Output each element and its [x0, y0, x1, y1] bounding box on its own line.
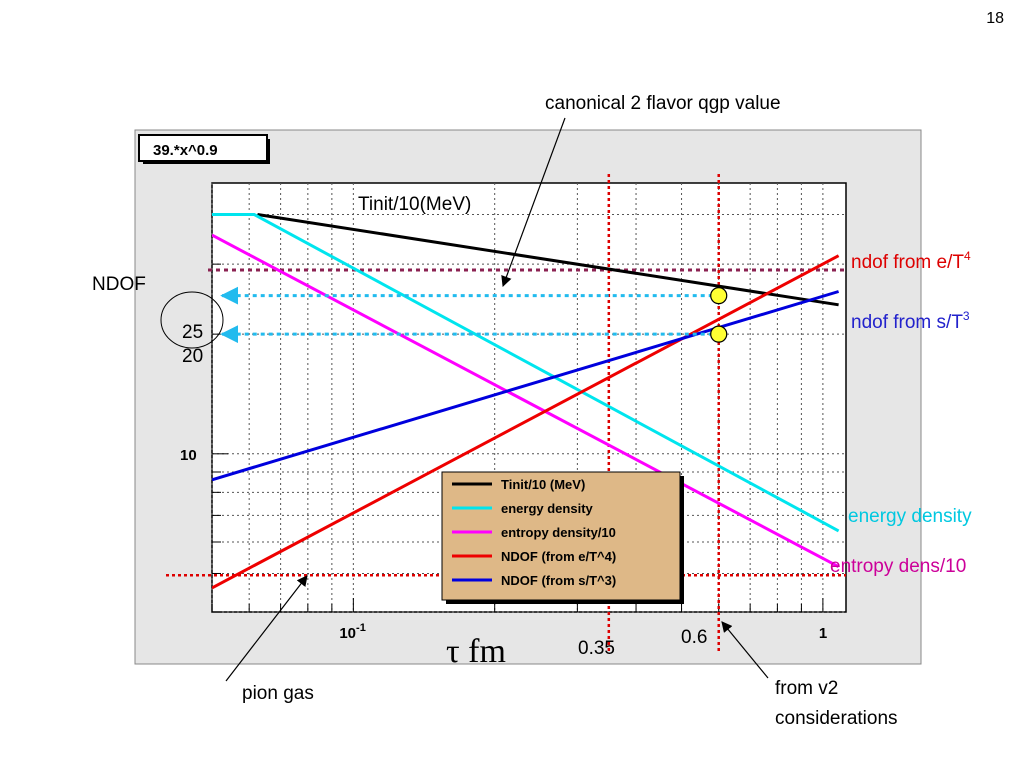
series-line: [212, 254, 840, 590]
series-line: [212, 213, 840, 533]
legend-label: energy density: [501, 501, 594, 516]
series-line: [212, 233, 840, 569]
page-number: 18: [986, 10, 1004, 27]
tau-06-label: 0.6: [681, 627, 707, 648]
pion-gas-label: pion gas: [242, 683, 314, 704]
energy-density-label: energy density: [848, 506, 972, 527]
fit-box-text: 39.*x^0.9: [153, 142, 218, 159]
legend-label: NDOF (from e/T^4): [501, 549, 616, 564]
legend: Tinit/10 (MeV) energy density entropy dens…: [441, 471, 684, 604]
tau-axis-label: τ fm: [446, 633, 506, 670]
series-line: [212, 290, 840, 482]
canonical-label: canonical 2 flavor qgp value: [545, 93, 781, 114]
tick-20-label: 20: [182, 346, 203, 367]
tinit-curve-label: Tinit/10(MeV): [358, 194, 471, 215]
ndof-axis-label: NDOF: [92, 274, 146, 295]
legend-label: Tinit/10 (MeV): [501, 477, 585, 492]
from-v2-arrow: [721, 621, 769, 679]
entropy-dens-label: entropy dens/10: [830, 556, 966, 577]
pion-gas-arrow: [225, 575, 308, 682]
from-v2-label: from v2: [775, 678, 838, 699]
legend-label: NDOF (from s/T^3): [501, 573, 616, 588]
tau-035-label: 0.35: [578, 638, 615, 659]
legend-label: entropy density/10: [501, 525, 616, 540]
data-point: [710, 287, 728, 305]
data-point: [710, 325, 728, 343]
tick-labels: 10-1 1 10: [180, 447, 827, 642]
considerations-label: considerations: [775, 708, 898, 729]
series-line: [257, 213, 839, 307]
x-tick-label: 10-1: [339, 622, 365, 642]
x-tick-label: 1: [819, 625, 827, 642]
tick-25-label: 25: [182, 322, 203, 343]
y-tick-label: 10: [180, 447, 197, 464]
canonical-arrow: [501, 117, 566, 288]
ndof-e-label: ndof from e/T4: [851, 249, 971, 273]
ndof-s-label: ndof from s/T3: [851, 309, 970, 333]
ndof-circle: [160, 291, 224, 349]
